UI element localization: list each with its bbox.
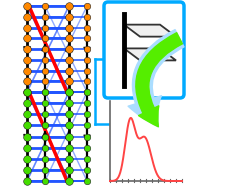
Polygon shape xyxy=(124,25,175,37)
FancyArrowPatch shape xyxy=(128,30,183,127)
Polygon shape xyxy=(124,48,175,60)
FancyBboxPatch shape xyxy=(104,2,183,98)
FancyArrowPatch shape xyxy=(135,33,182,127)
